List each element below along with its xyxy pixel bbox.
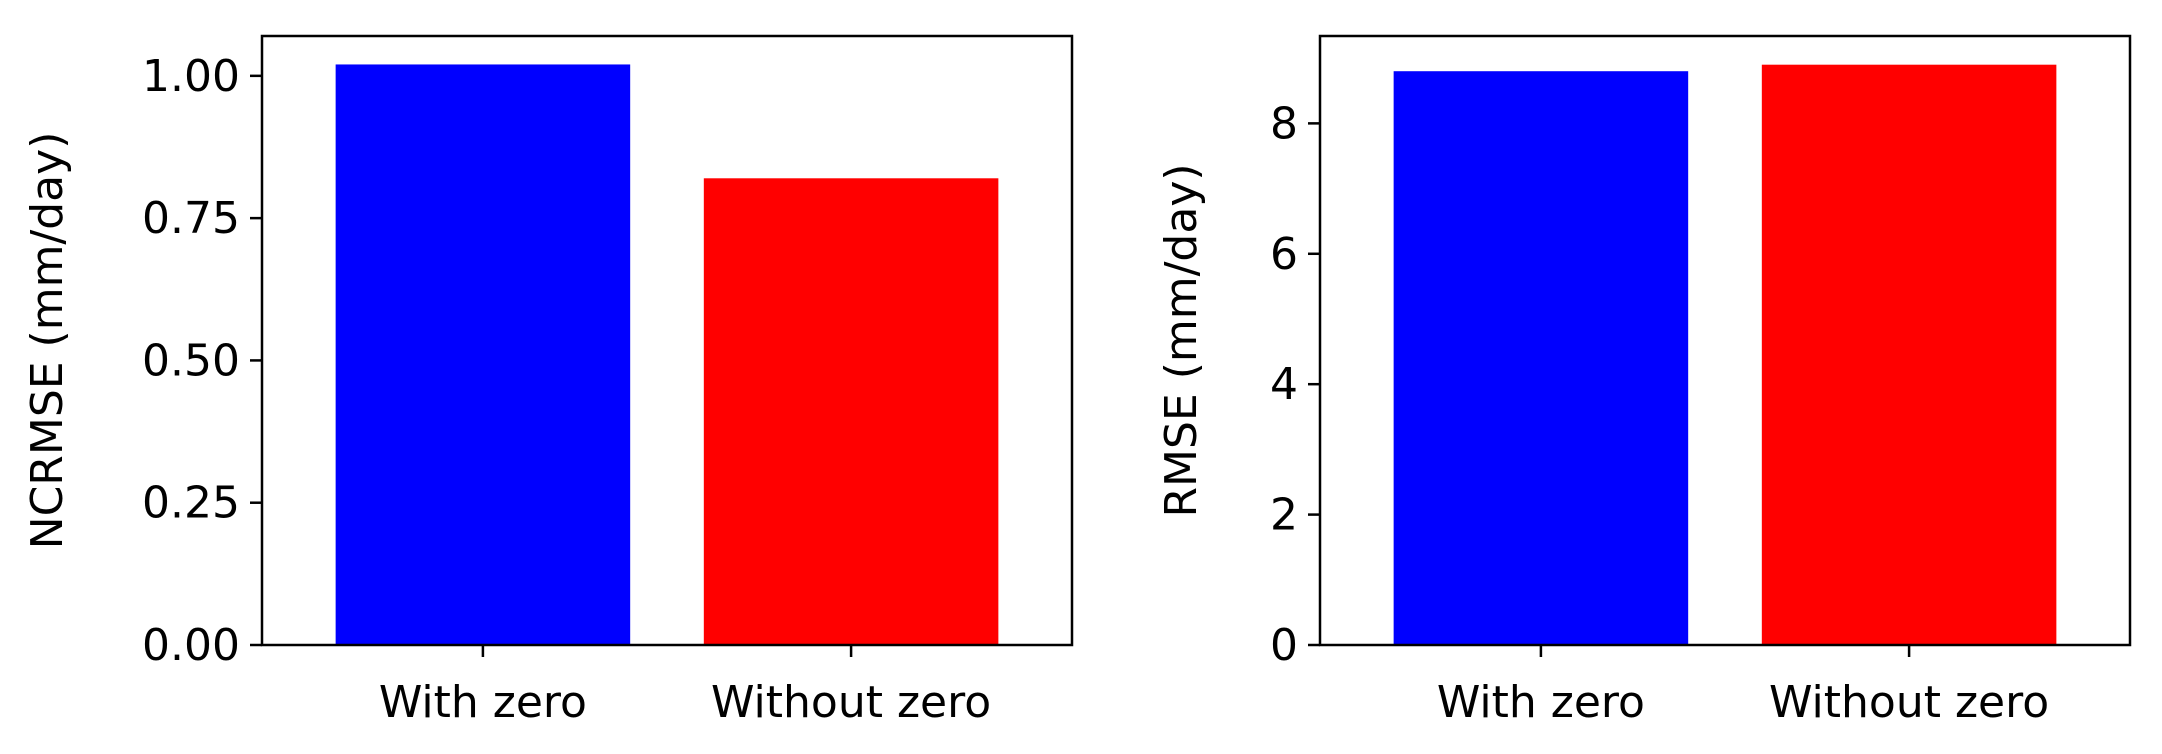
y-tick-label: 0.75: [142, 193, 240, 244]
x-tick-label: With zero: [1437, 677, 1645, 728]
y-axis-title: NCRMSE (mm/day): [22, 132, 73, 550]
x-tick-label: With zero: [379, 677, 587, 728]
y-tick-label: 8: [1270, 98, 1298, 149]
y-tick-label: 0.00: [142, 620, 240, 671]
plot-frame: [260, 34, 1074, 647]
x-tick-label: Without zero: [1769, 677, 2049, 728]
rmse-chart: With zero Without zero 0 2 4 6 8 RMSE (mm/day): [1156, 34, 2132, 728]
y-tick-label: 6: [1270, 229, 1298, 280]
y-tick-label: 0.25: [142, 478, 240, 529]
x-tick-label: Without zero: [711, 677, 991, 728]
bar-with-zero: [1393, 71, 1689, 646]
y-axis-title: RMSE (mm/day): [1156, 163, 1207, 517]
bar-with-zero: [335, 64, 631, 645]
y-tick-label: 4: [1270, 359, 1298, 410]
y-tick-label: 1.00: [142, 51, 240, 102]
bar-without-zero: [1761, 64, 2057, 645]
y-tick-label: 0.50: [142, 335, 240, 386]
y-tick-label: 2: [1270, 490, 1298, 541]
plot-frame: [1318, 34, 2132, 647]
bar-without-zero: [703, 178, 999, 645]
y-tick-label: 0: [1270, 620, 1298, 671]
ncrmse-chart: With zero Without zero 0.00 0.25 0.50 0.75 1.0…: [22, 34, 1074, 728]
